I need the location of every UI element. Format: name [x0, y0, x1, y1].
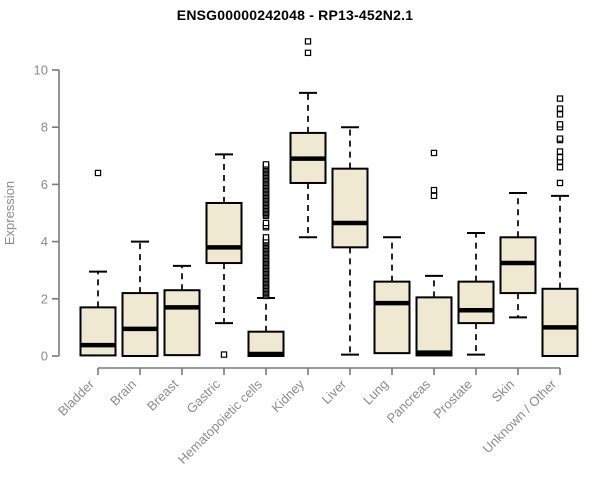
outlier-point: [262, 219, 270, 227]
x-tick-label: Pancreas: [384, 376, 434, 426]
box-gastric: [205, 153, 243, 358]
y-tick-label: 10: [34, 63, 48, 78]
outlier-point: [304, 38, 312, 45]
box-rect: [331, 167, 369, 249]
y-tick-label: 0: [41, 349, 48, 364]
box-rect: [373, 280, 411, 355]
outlier-point: [304, 49, 312, 57]
y-axis-title: Expression: [2, 181, 17, 245]
outlier-point: [556, 105, 564, 112]
box-rect: [541, 287, 579, 358]
outlier-point: [556, 111, 564, 118]
box-rect: [415, 296, 453, 357]
outlier-point: [556, 164, 564, 171]
box-prostate: [457, 232, 495, 356]
y-tick-label: 4: [41, 234, 48, 249]
box-hematopoietic-cells: [247, 161, 285, 358]
box-pancreas: [415, 149, 453, 357]
outlier-point: [262, 234, 270, 241]
box-kidney: [289, 38, 327, 239]
y-tick-label: 6: [41, 177, 48, 192]
y-tick-label: 2: [41, 291, 48, 306]
outlier-point: [556, 148, 564, 155]
x-tick-label: Liver: [319, 376, 350, 407]
x-tick-label: Bladder: [55, 376, 98, 419]
box-rect: [121, 292, 159, 357]
outlier-point: [94, 169, 102, 177]
x-tick-label: Skin: [489, 377, 517, 405]
box-unknown-other: [541, 95, 579, 358]
box-liver: [331, 126, 369, 356]
box-rect: [163, 289, 201, 357]
x-tick-label: Gastric: [183, 376, 223, 416]
outlier-point: [556, 154, 564, 161]
x-tick-label: Brain: [107, 377, 139, 409]
outlier-point: [430, 149, 438, 157]
x-tick-label: Kidney: [268, 376, 307, 415]
outlier-point: [556, 95, 564, 102]
outlier-point: [220, 351, 228, 358]
outlier-point: [556, 121, 564, 128]
outlier-point: [430, 192, 438, 200]
chart-title: ENSG00000242048 - RP13-452N2.1: [176, 7, 414, 23]
x-tick-label: Breast: [144, 376, 181, 413]
outlier-point: [556, 135, 564, 142]
outlier-point: [556, 179, 564, 187]
outlier-point: [262, 161, 270, 168]
box-rect: [79, 306, 117, 357]
x-tick-label: Prostate: [430, 377, 475, 422]
outlier-point: [430, 186, 438, 194]
y-tick-label: 8: [41, 120, 48, 135]
box-rect: [457, 280, 495, 325]
box-breast: [163, 264, 201, 357]
box-brain: [121, 240, 159, 357]
box-bladder: [79, 169, 117, 357]
box-skin: [499, 191, 537, 319]
box-lung: [373, 236, 411, 355]
x-tick-label: Unknown / Other: [480, 376, 560, 456]
box-rect: [205, 201, 243, 265]
x-tick-label: Lung: [360, 377, 391, 408]
